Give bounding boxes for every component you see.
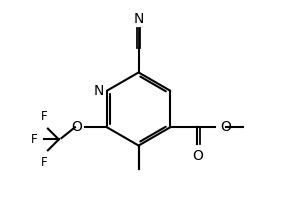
Text: N: N: [133, 12, 144, 26]
Text: F: F: [41, 156, 47, 169]
Text: O: O: [72, 120, 83, 134]
Text: F: F: [41, 110, 47, 123]
Text: F: F: [31, 133, 37, 146]
Text: N: N: [93, 84, 104, 98]
Text: O: O: [192, 149, 203, 163]
Text: O: O: [220, 120, 231, 134]
